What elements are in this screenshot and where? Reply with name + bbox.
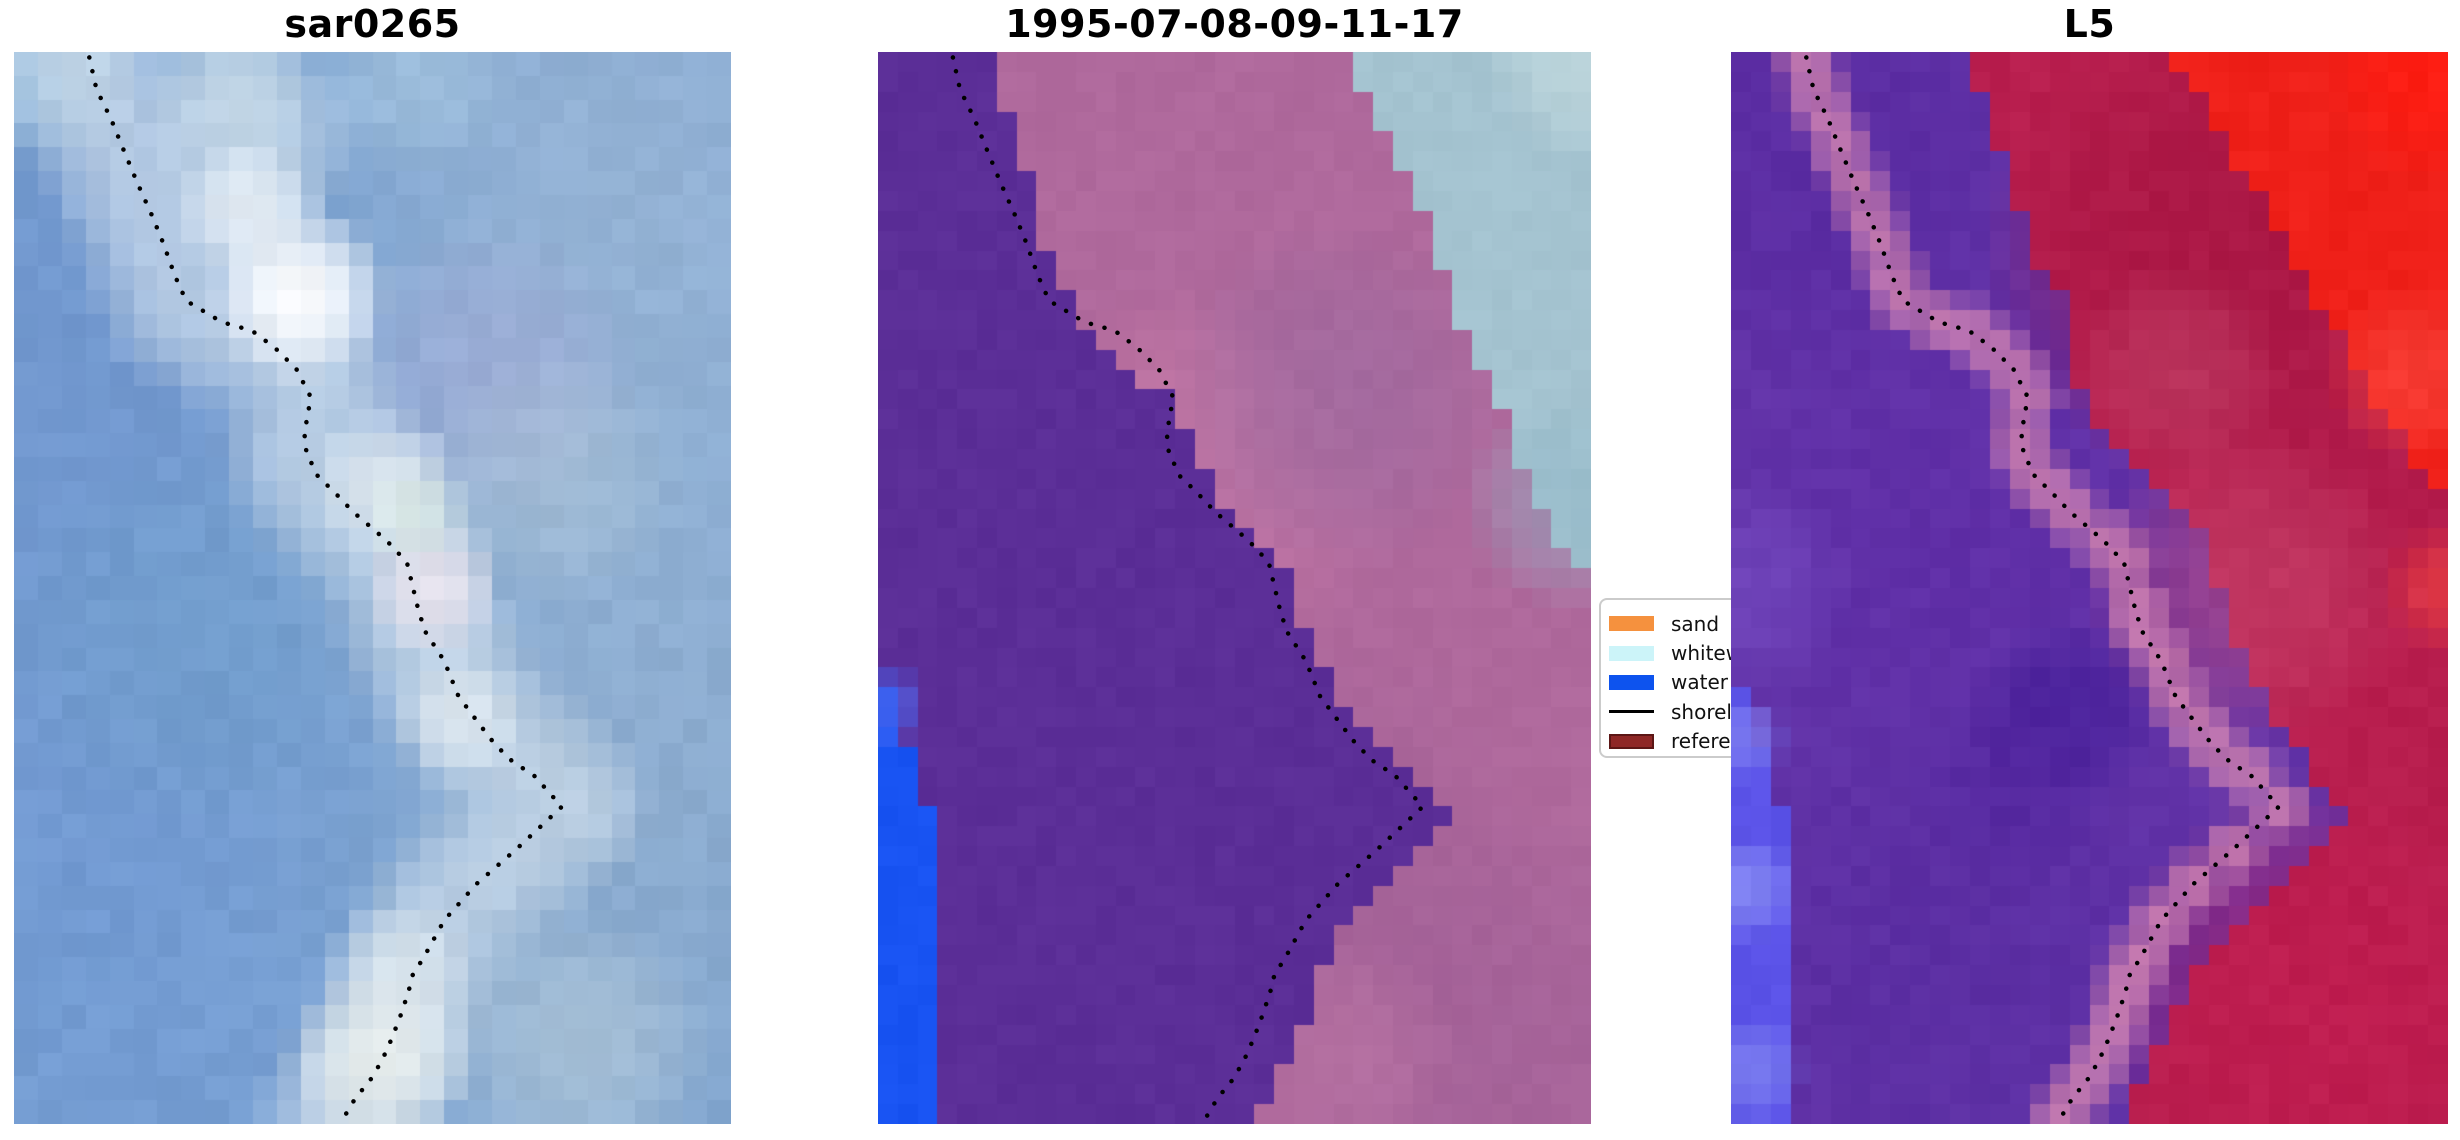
- whitew-color-swatch: [1609, 645, 1654, 661]
- sand-color-swatch: [1609, 616, 1654, 632]
- legend-item-shoreli: shoreli: [1609, 697, 1869, 726]
- referen-color-swatch: [1609, 733, 1654, 749]
- water-color-swatch: [1609, 674, 1654, 690]
- legend-label: water: [1671, 670, 1728, 695]
- panel-title-date: 1995-07-08-09-11-17: [1005, 2, 1464, 46]
- panel-title-sar0265: sar0265: [284, 2, 461, 46]
- landsat-image-canvas: [1731, 52, 2448, 1124]
- legend-item-water: water: [1609, 668, 1869, 697]
- sar-image-panel: [14, 52, 731, 1124]
- landsat-image-panel: [1731, 52, 2448, 1124]
- classified-image-panel: [878, 52, 1591, 1124]
- legend-label: sand: [1671, 611, 1720, 636]
- legend-item-sand: sand: [1609, 609, 1869, 638]
- panel-title-l5: L5: [2063, 2, 2116, 46]
- shoreline-line-swatch: [1609, 710, 1654, 714]
- legend-item-whitew: whitew: [1609, 638, 1869, 667]
- legend-label: whitew: [1671, 641, 1743, 666]
- sar-image-canvas: [14, 52, 731, 1124]
- legend-label: shoreli: [1671, 699, 1738, 724]
- classified-image-canvas: [878, 52, 1591, 1124]
